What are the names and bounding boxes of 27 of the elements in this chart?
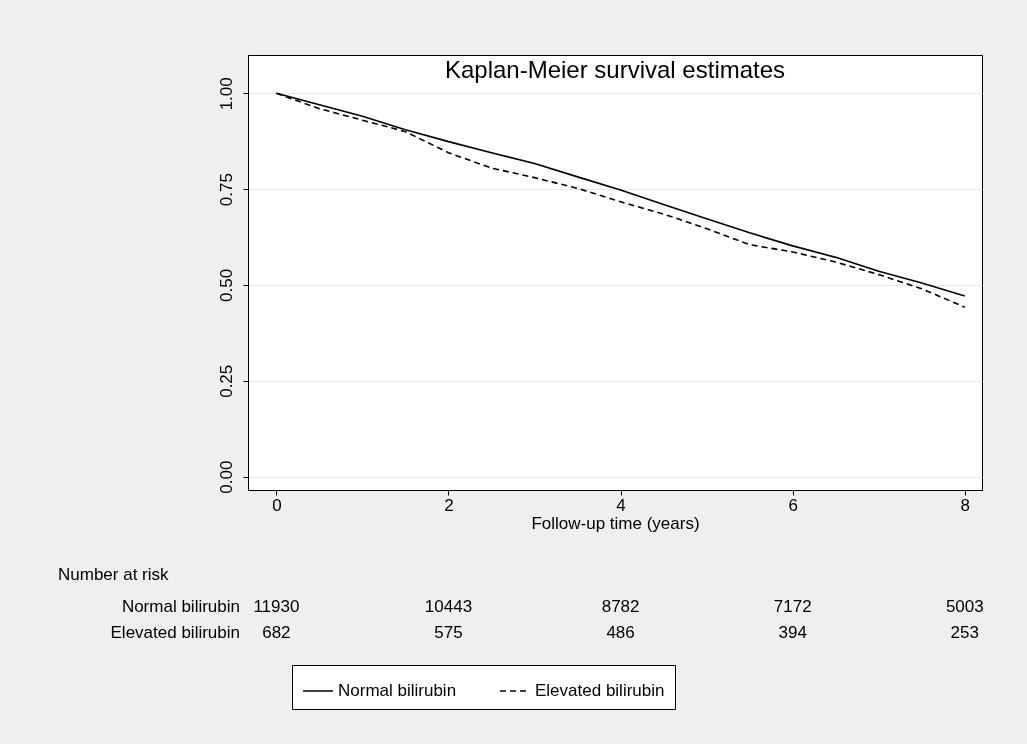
- text: 486: [606, 623, 635, 642]
- text: 11930: [253, 597, 300, 616]
- text: 682: [262, 623, 291, 642]
- text: 10443: [424, 597, 473, 616]
- text: 8782: [601, 597, 640, 616]
- y-tick-label: 0.75: [216, 173, 236, 207]
- x-tick-label: 4: [616, 495, 626, 515]
- x-tick-label: 0: [272, 495, 282, 515]
- legend-label: Normal bilirubin: [338, 681, 457, 700]
- x-tick-label: 8: [960, 495, 971, 515]
- text: 394: [778, 623, 807, 642]
- text: Elevated bilirubin: [110, 623, 240, 642]
- x-tick-label: 6: [788, 495, 798, 515]
- chart-title: Kaplan-Meier survival estimates: [444, 56, 786, 83]
- y-tick-label: 0.00: [216, 460, 236, 494]
- text: Number at risk: [58, 565, 170, 584]
- text: 5003: [945, 597, 984, 616]
- text: 253: [950, 623, 979, 642]
- y-tick-label: 0.25: [216, 364, 236, 398]
- text: 7172: [773, 597, 812, 616]
- text: 575: [434, 623, 463, 642]
- y-tick-label: 1.00: [216, 77, 236, 111]
- legend-label: Elevated bilirubin: [535, 681, 665, 700]
- x-axis-title: Follow-up time (years): [531, 513, 700, 533]
- y-tick-label: 0.50: [216, 268, 236, 302]
- text: Normal bilirubin: [121, 597, 240, 616]
- x-tick-label: 2: [444, 495, 454, 515]
